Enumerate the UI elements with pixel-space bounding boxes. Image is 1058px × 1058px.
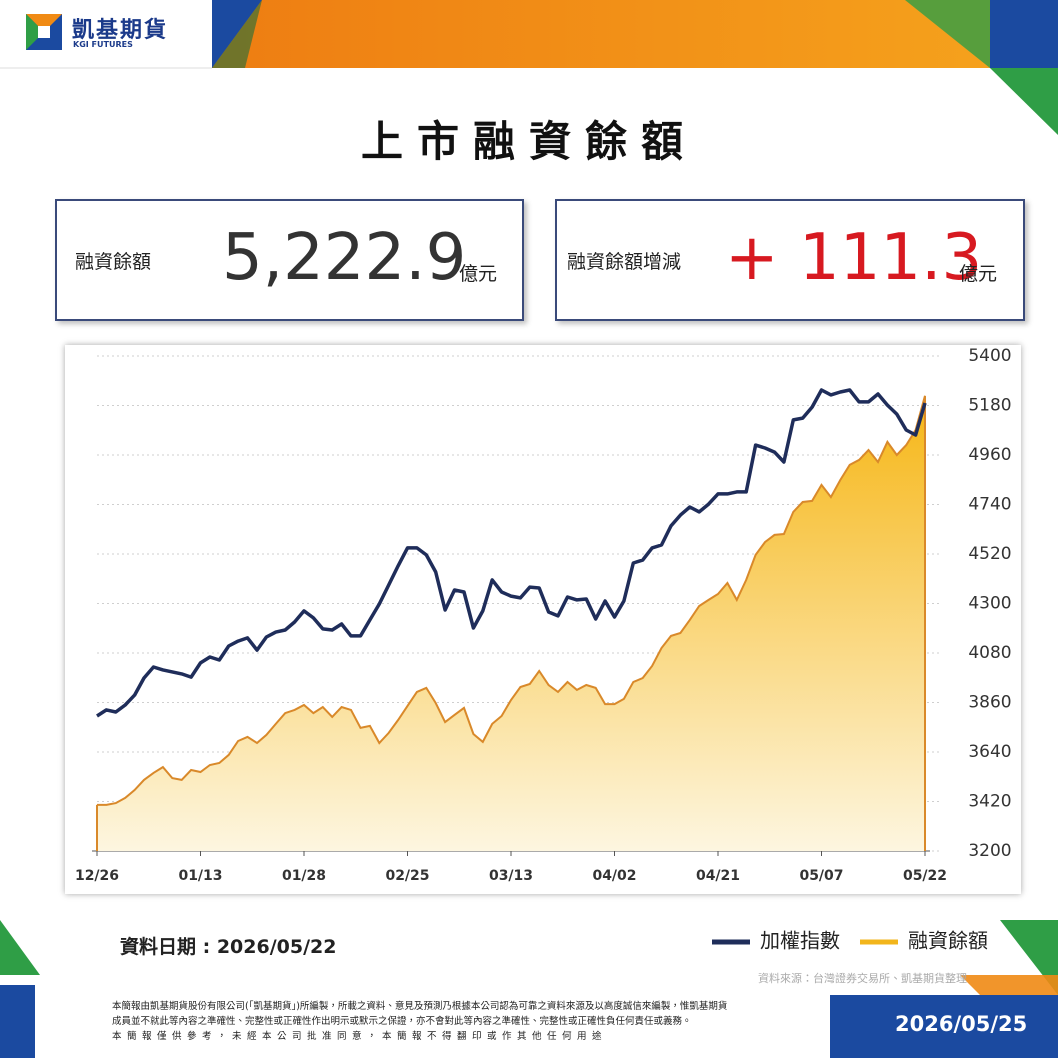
summary-card: 融資餘額增減 + 111.3 億元: [555, 199, 1025, 321]
y-tick-label: 4740: [968, 495, 1011, 515]
x-tick-label: 04/21: [696, 868, 740, 884]
x-tick-label: 05/07: [799, 868, 843, 884]
summary-unit: 億元: [459, 263, 498, 285]
source: 資料來源：台灣證券交易所、凱基期貨整理: [758, 972, 967, 985]
page-title: 上市融資餘額: [360, 117, 697, 166]
area: [97, 395, 925, 851]
summary-unit: 億元: [959, 263, 998, 285]
brand: 凱基期貨: [72, 18, 169, 43]
x-tick-label: 02/25: [385, 868, 429, 884]
legend-label: 加權指數: [760, 929, 840, 953]
y-tick-label: 3420: [968, 792, 1011, 812]
y-tick-label: 3200: [968, 841, 1011, 861]
line: [97, 395, 926, 806]
x-tick-label: 04/02: [592, 868, 636, 884]
y-tick-label: 3640: [968, 742, 1011, 762]
y-tick-label: 4300: [968, 594, 1011, 614]
disclaimer: 本簡報僅供參考，未經本公司批准同意，本簡報不得翻印或作其他任何用途: [112, 1031, 608, 1042]
x-tick-label: 03/13: [489, 868, 533, 884]
x-tick-label: 01/13: [178, 868, 222, 884]
report-date: 2026/05/25: [895, 1012, 1028, 1036]
area-edge: [96, 395, 926, 851]
disclaimer: 成員並不就此等內容之準確性、完整性或正確性作出明示或默示之保證，亦不會對此等內容…: [112, 1016, 692, 1027]
y-tick-label: 4960: [968, 445, 1011, 465]
y-tick-label: 5180: [968, 396, 1011, 416]
x-tick-label: 01/28: [282, 868, 326, 884]
summary-card: 融資餘額 5,222.9 億元: [55, 199, 524, 321]
summary-value: + 111.3: [725, 221, 983, 295]
y-tick-label: 4080: [968, 643, 1011, 663]
summary-label: 融資餘額: [75, 251, 152, 273]
legend-label: 融資餘額: [908, 929, 988, 953]
summary-label: 融資餘額增減: [567, 251, 682, 273]
y-tick-label: 3860: [968, 693, 1011, 713]
x-tick-label: 05/22: [903, 868, 947, 884]
brand-en: KGI FUTURES: [73, 40, 133, 49]
data-date: 資料日期 : 2026/05/22: [120, 936, 337, 958]
disclaimer: 本簡報由凱基期貨股份有限公司(「凱基期貨」)所編製，所載之資料、意見及預測乃根據…: [112, 1001, 728, 1012]
y-tick-label: 4520: [968, 544, 1011, 564]
line: [96, 388, 927, 718]
x-tick-label: 12/26: [75, 868, 119, 884]
y-tick-label: 5400: [968, 346, 1011, 366]
summary-value: 5,222.9: [222, 221, 467, 295]
